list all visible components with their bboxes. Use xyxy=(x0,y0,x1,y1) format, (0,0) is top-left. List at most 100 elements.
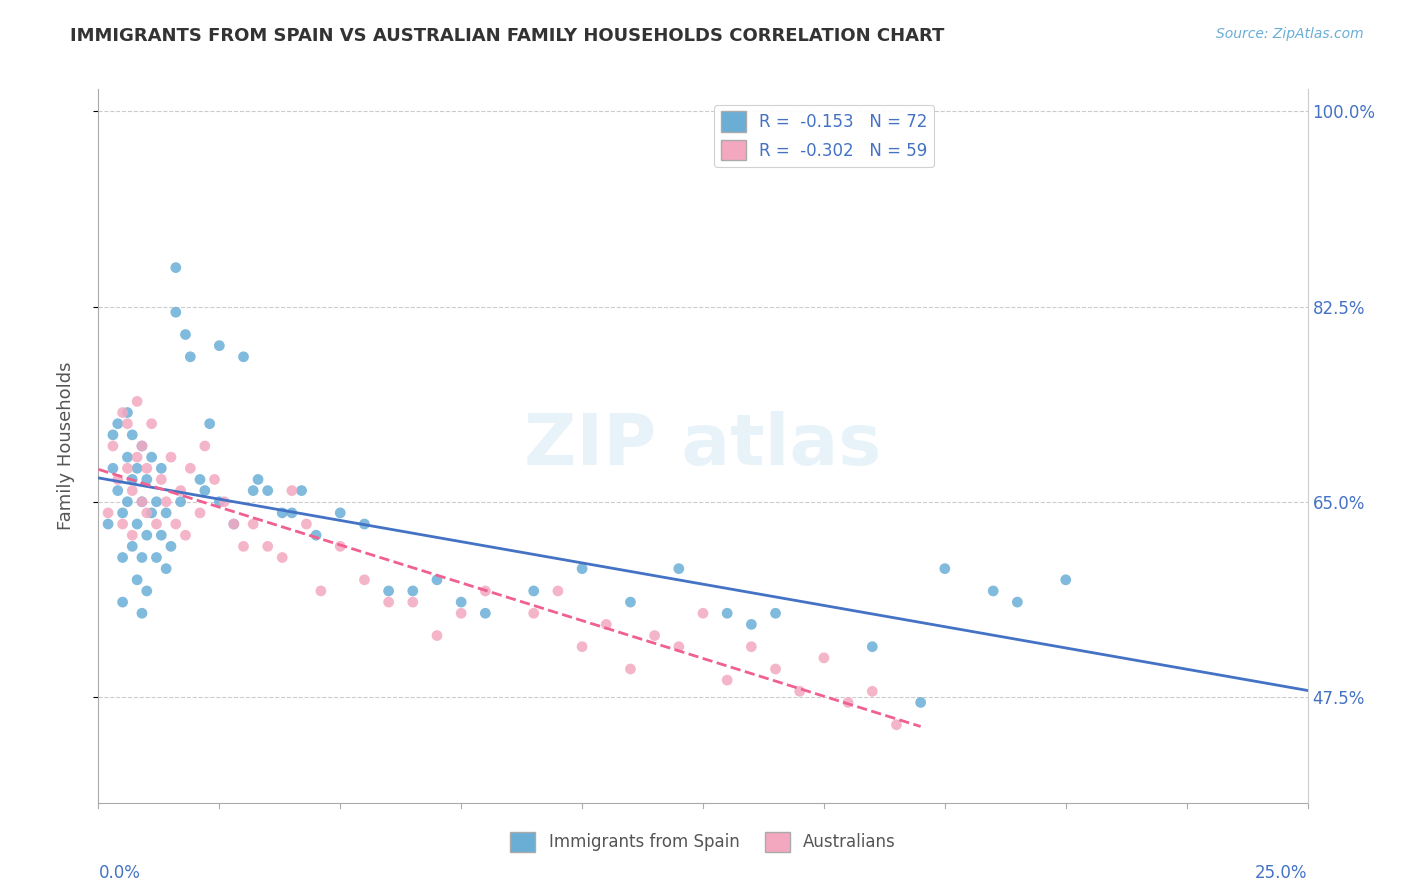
Point xyxy=(121,528,143,542)
Point xyxy=(305,528,328,542)
Point xyxy=(145,550,167,565)
Point xyxy=(208,494,231,508)
Point xyxy=(127,516,149,531)
Point xyxy=(131,550,153,565)
Point xyxy=(281,483,304,498)
Point xyxy=(813,651,835,665)
Point xyxy=(127,573,149,587)
Point xyxy=(571,562,593,576)
Point xyxy=(150,528,173,542)
Point xyxy=(668,562,690,576)
Point xyxy=(353,516,375,531)
Point xyxy=(127,394,149,409)
Point xyxy=(111,506,134,520)
Point xyxy=(121,472,143,486)
Point xyxy=(150,461,173,475)
Point xyxy=(135,461,157,475)
Point xyxy=(910,696,932,710)
Text: 0.0%: 0.0% xyxy=(98,864,141,882)
Point xyxy=(145,494,167,508)
Point xyxy=(204,472,226,486)
Point xyxy=(97,506,120,520)
Point xyxy=(169,483,191,498)
Point xyxy=(131,494,153,508)
Point xyxy=(160,450,183,464)
Point xyxy=(256,483,278,498)
Point xyxy=(740,617,762,632)
Point xyxy=(165,516,187,531)
Point xyxy=(426,573,449,587)
Point xyxy=(117,461,139,475)
Point xyxy=(107,472,129,486)
Point xyxy=(402,595,425,609)
Point xyxy=(188,472,211,486)
Point xyxy=(309,584,332,599)
Point xyxy=(101,461,124,475)
Point xyxy=(547,584,569,599)
Point xyxy=(97,516,120,531)
Point xyxy=(232,350,254,364)
Point xyxy=(208,338,231,352)
Point xyxy=(135,472,157,486)
Point xyxy=(174,327,197,342)
Point xyxy=(740,640,762,654)
Point xyxy=(247,472,270,486)
Point xyxy=(127,450,149,464)
Point xyxy=(131,494,153,508)
Point xyxy=(329,506,352,520)
Point xyxy=(523,584,546,599)
Point xyxy=(198,417,221,431)
Point xyxy=(474,606,496,620)
Point xyxy=(160,539,183,553)
Point xyxy=(329,539,352,553)
Point xyxy=(135,528,157,542)
Point xyxy=(131,439,153,453)
Point xyxy=(474,584,496,599)
Point xyxy=(141,417,163,431)
Point xyxy=(141,450,163,464)
Point xyxy=(450,606,472,620)
Legend: Immigrants from Spain, Australians: Immigrants from Spain, Australians xyxy=(503,825,903,859)
Point xyxy=(789,684,811,698)
Point xyxy=(179,461,201,475)
Point xyxy=(174,528,197,542)
Point xyxy=(111,405,134,419)
Text: Source: ZipAtlas.com: Source: ZipAtlas.com xyxy=(1216,27,1364,41)
Point xyxy=(135,584,157,599)
Point xyxy=(619,662,641,676)
Point xyxy=(281,506,304,520)
Point xyxy=(765,606,787,620)
Point xyxy=(619,595,641,609)
Point xyxy=(860,684,883,698)
Point xyxy=(131,606,153,620)
Point xyxy=(188,506,211,520)
Point xyxy=(765,662,787,676)
Point xyxy=(111,595,134,609)
Point xyxy=(222,516,245,531)
Point xyxy=(117,450,139,464)
Point xyxy=(353,573,375,587)
Point xyxy=(222,516,245,531)
Point xyxy=(150,472,173,486)
Point xyxy=(668,640,690,654)
Point xyxy=(107,483,129,498)
Point xyxy=(107,417,129,431)
Point xyxy=(1054,573,1077,587)
Point xyxy=(595,617,617,632)
Point xyxy=(121,539,143,553)
Point xyxy=(155,494,177,508)
Point xyxy=(194,483,217,498)
Point xyxy=(450,595,472,609)
Text: IMMIGRANTS FROM SPAIN VS AUSTRALIAN FAMILY HOUSEHOLDS CORRELATION CHART: IMMIGRANTS FROM SPAIN VS AUSTRALIAN FAMI… xyxy=(70,27,945,45)
Point xyxy=(141,506,163,520)
Point xyxy=(242,483,264,498)
Point xyxy=(523,606,546,620)
Point xyxy=(165,305,187,319)
Point xyxy=(271,506,294,520)
Point xyxy=(981,584,1004,599)
Point xyxy=(117,494,139,508)
Point xyxy=(121,428,143,442)
Point xyxy=(111,516,134,531)
Point xyxy=(860,640,883,654)
Point xyxy=(242,516,264,531)
